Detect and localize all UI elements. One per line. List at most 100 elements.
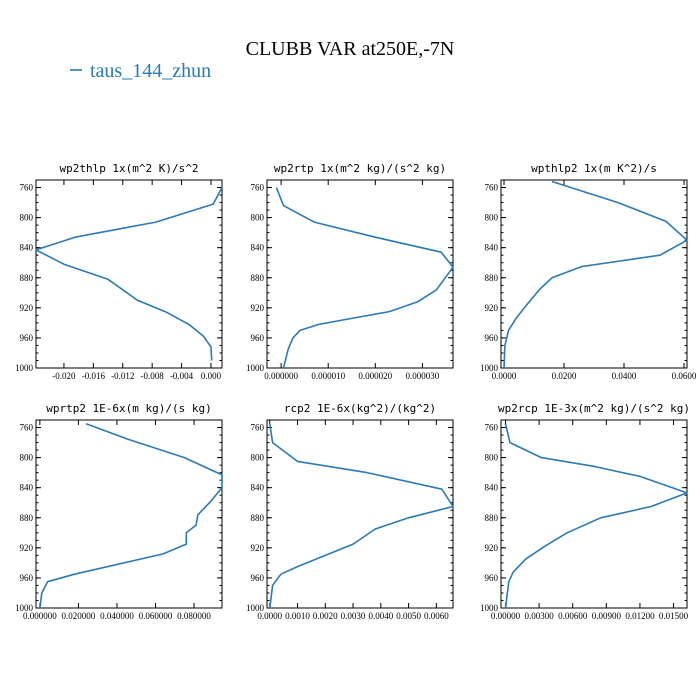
y-tick-label: 920 xyxy=(20,303,34,313)
x-tick-label: 0.0060 xyxy=(424,611,449,621)
panel-title: rcp2 1E-6x(kg^2)/(kg^2) xyxy=(284,402,436,415)
y-tick-label: 840 xyxy=(485,483,499,493)
x-tick-label: -0.012 xyxy=(111,371,134,381)
y-tick-label: 960 xyxy=(485,333,499,343)
y-tick-label: 800 xyxy=(20,453,34,463)
panel-title: wp2rtp 1x(m^2 kg)/(s^2 kg) xyxy=(274,162,446,175)
chart-panel-4: wprtp2 1E-6x(m kg)/(s kg) 760 800 840 880 920… xyxy=(15,402,223,621)
y-tick-label: 880 xyxy=(251,273,265,283)
x-tick-label: 0.01200 xyxy=(625,611,655,621)
x-tick-label: 0.0600 xyxy=(672,371,697,381)
y-tick-label: 760 xyxy=(251,423,265,433)
panel-title: wpthlp2 1x(m K^2)/s xyxy=(531,162,657,175)
y-tick-label: 880 xyxy=(20,273,34,283)
y-tick-label: 760 xyxy=(20,423,34,433)
x-tick-label: 0.000030 xyxy=(406,371,440,381)
y-tick-label: 920 xyxy=(251,303,265,313)
y-tick-label: 1000 xyxy=(246,363,265,373)
y-tick-label: 920 xyxy=(485,543,499,553)
chart-panel-1: wp2thlp 1x(m^2 K)/s^2 760 800 840 880 920 960 1… xyxy=(15,162,223,381)
y-tick-label: 960 xyxy=(20,573,34,583)
y-tick-label: 920 xyxy=(20,543,34,553)
y-tick-label: 800 xyxy=(251,213,265,223)
y-tick-label: 760 xyxy=(20,183,34,193)
y-tick-label: 920 xyxy=(485,303,499,313)
chart-panel-6: wp2rcp 1E-3x(m^2 kg)/(s^2 kg) 760 800 840 88… xyxy=(480,402,690,621)
panel-grid: wp2thlp 1x(m^2 K)/s^2 760 800 840 880 920 960 1… xyxy=(15,162,697,621)
y-tick-label: 880 xyxy=(20,513,34,523)
series-line xyxy=(39,423,223,609)
x-tick-label: 0.000000 xyxy=(23,611,57,621)
series-line xyxy=(269,423,454,609)
series-line xyxy=(275,187,454,369)
x-tick-label: 0.0010 xyxy=(285,611,310,621)
y-tick-label: 1000 xyxy=(480,603,499,613)
y-tick-label: 960 xyxy=(20,333,34,343)
x-tick-label: -0.020 xyxy=(52,371,76,381)
y-tick-label: 880 xyxy=(251,513,265,523)
x-tick-label: -0.004 xyxy=(170,371,194,381)
plot-frame xyxy=(266,179,454,369)
x-tick-label: 0.0030 xyxy=(341,611,366,621)
x-tick-label: 0.020000 xyxy=(62,611,96,621)
y-tick-label: 960 xyxy=(485,573,499,583)
chart-panel-3: wpthlp2 1x(m K^2)/s 760 800 840 880 920 960 100… xyxy=(480,162,697,381)
x-tick-label: 0.060000 xyxy=(139,611,173,621)
series-line xyxy=(503,180,688,369)
plot-frame xyxy=(500,419,688,609)
y-tick-label: 1000 xyxy=(15,363,34,373)
x-tick-label: 0.0200 xyxy=(552,371,577,381)
x-tick-label: 0.000 xyxy=(201,371,222,381)
series-line xyxy=(504,423,688,609)
y-tick-label: 760 xyxy=(485,183,499,193)
plot-frame xyxy=(35,419,223,609)
y-tick-label: 1000 xyxy=(480,363,499,373)
y-tick-label: 840 xyxy=(485,243,499,253)
x-tick-label: 0.0020 xyxy=(313,611,338,621)
y-tick-label: 880 xyxy=(485,273,499,283)
y-tick-label: 1000 xyxy=(15,603,34,613)
y-tick-label: 840 xyxy=(20,243,34,253)
y-tick-label: 760 xyxy=(485,423,499,433)
x-tick-label: 0.0050 xyxy=(396,611,421,621)
x-tick-label: 0.01500 xyxy=(659,611,689,621)
y-tick-label: 960 xyxy=(251,573,265,583)
y-tick-label: 760 xyxy=(251,183,265,193)
x-tick-label: 0.0400 xyxy=(612,371,637,381)
legend-label: taus_144_zhun xyxy=(90,60,211,82)
figure-title: CLUBB VAR at250E,-7N xyxy=(246,38,455,60)
legend: taus_144_zhun xyxy=(70,60,211,82)
chart-panel-2: wp2rtp 1x(m^2 kg)/(s^2 kg) 760 800 840 880 92… xyxy=(246,162,454,381)
x-tick-label: 0.000020 xyxy=(358,371,392,381)
plot-frame xyxy=(266,419,454,609)
x-tick-label: 0.080000 xyxy=(177,611,211,621)
panel-title: wprtp2 1E-6x(m kg)/(s kg) xyxy=(46,402,212,415)
x-tick-label: 0.00900 xyxy=(592,611,622,621)
y-tick-label: 800 xyxy=(20,213,34,223)
x-tick-label: -0.008 xyxy=(141,371,165,381)
y-tick-label: 840 xyxy=(251,243,265,253)
y-tick-label: 840 xyxy=(251,483,265,493)
x-tick-label: -0.016 xyxy=(82,371,106,381)
x-tick-label: 0.040000 xyxy=(100,611,134,621)
y-tick-label: 800 xyxy=(251,453,265,463)
x-tick-label: 0.000000 xyxy=(264,371,298,381)
plot-frame xyxy=(500,179,688,369)
panel-title: wp2rcp 1E-3x(m^2 kg)/(s^2 kg) xyxy=(498,402,690,415)
y-tick-label: 880 xyxy=(485,513,499,523)
y-tick-label: 960 xyxy=(251,333,265,343)
x-tick-label: 0.0000 xyxy=(492,371,517,381)
y-tick-label: 840 xyxy=(20,483,34,493)
x-tick-label: 0.0000 xyxy=(257,611,282,621)
x-tick-label: 0.00600 xyxy=(558,611,588,621)
series-line xyxy=(35,187,223,361)
x-tick-label: 0.000010 xyxy=(311,371,345,381)
y-tick-label: 1000 xyxy=(246,603,265,613)
x-tick-label: 0.00000 xyxy=(491,611,521,621)
chart-panel-5: rcp2 1E-6x(kg^2)/(kg^2) 760 800 840 880 920 96… xyxy=(246,402,454,621)
y-tick-label: 800 xyxy=(485,453,499,463)
x-tick-label: 0.0040 xyxy=(368,611,393,621)
y-tick-label: 800 xyxy=(485,213,499,223)
x-tick-label: 0.00300 xyxy=(524,611,554,621)
